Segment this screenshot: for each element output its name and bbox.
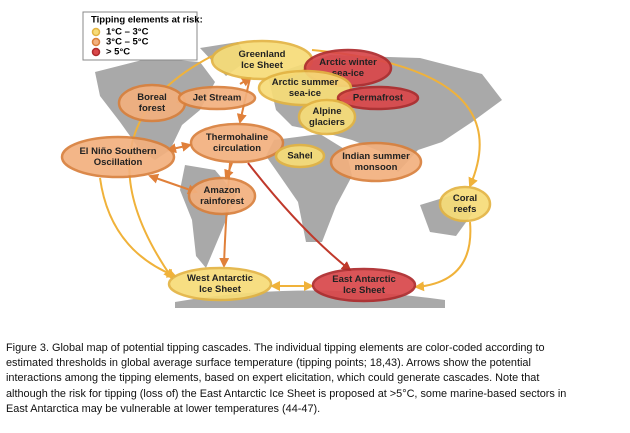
- node-shape: [329, 141, 423, 183]
- legend-swatch: [91, 27, 101, 37]
- node-label: Thermohaline: [206, 132, 268, 143]
- caption-line: although the risk for tipping (loss of) …: [6, 387, 567, 400]
- node-label: Ice Sheet: [199, 284, 242, 295]
- node-shape: [60, 135, 176, 179]
- node-label: Greenland: [239, 49, 286, 60]
- node-label: East Antarctic: [332, 274, 396, 285]
- node-label: reefs: [454, 204, 477, 215]
- node-shape: [297, 98, 357, 136]
- node-label: sea-ice: [289, 88, 321, 99]
- node-shape: [311, 267, 417, 303]
- node-label: Oscillation: [94, 157, 143, 168]
- node-shape: [274, 143, 326, 169]
- node-label: rainforest: [200, 196, 245, 207]
- node-label: Ice Sheet: [241, 60, 284, 71]
- legend-label: > 5°C: [106, 47, 130, 58]
- node-label: sea-ice: [332, 68, 364, 79]
- node-label: Coral: [453, 193, 477, 204]
- legend-box: [82, 11, 198, 61]
- caption-line: Figure 3. Global map of potential tippin…: [6, 342, 545, 354]
- node-label: glaciers: [309, 117, 345, 128]
- node-label: Jet Stream: [193, 93, 242, 104]
- legend-label: 1°C – 3°C: [106, 27, 149, 38]
- node-label: circulation: [213, 143, 261, 154]
- node-shape: [167, 266, 273, 302]
- node-label: Arctic summer: [272, 77, 339, 88]
- node-shape: [177, 85, 257, 111]
- node-label: Alpine: [312, 106, 341, 117]
- map-diagram: Tipping elements at risk: 1°C – 3°C3°C –…: [60, 11, 502, 308]
- legend-swatch: [91, 37, 101, 47]
- node-shape: [187, 176, 257, 216]
- caption-line: estimated thresholds in global average s…: [6, 357, 531, 370]
- node-shape: [336, 85, 420, 111]
- node-label: Permafrost: [353, 93, 404, 104]
- node-label: Indian summer: [342, 151, 410, 162]
- node-label: Boreal: [137, 92, 167, 103]
- caption-line: East Antarctica may be vulnerable at low…: [6, 402, 321, 415]
- node-label: El Niño Southern: [79, 146, 156, 157]
- node-shape: [438, 185, 492, 223]
- node-label: Arctic winter: [319, 57, 377, 68]
- node-shape: [189, 122, 285, 164]
- node-label: Amazon: [204, 185, 241, 196]
- legend-title: Tipping elements at risk:: [91, 15, 203, 26]
- legend-swatch: [91, 47, 101, 57]
- caption: Figure 3. Global map of potential tippin…: [6, 341, 566, 417]
- caption-line: interactions among the tipping elements,…: [6, 372, 540, 385]
- legend: Tipping elements at risk: 1°C – 3°C3°C –…: [82, 11, 203, 61]
- node-label: Sahel: [287, 151, 312, 162]
- node-label: Ice Sheet: [343, 285, 386, 296]
- legend-label: 3°C – 5°C: [106, 37, 149, 48]
- node-label: West Antarctic: [187, 273, 253, 284]
- node-label: monsoon: [355, 162, 398, 173]
- node-label: forest: [139, 103, 166, 114]
